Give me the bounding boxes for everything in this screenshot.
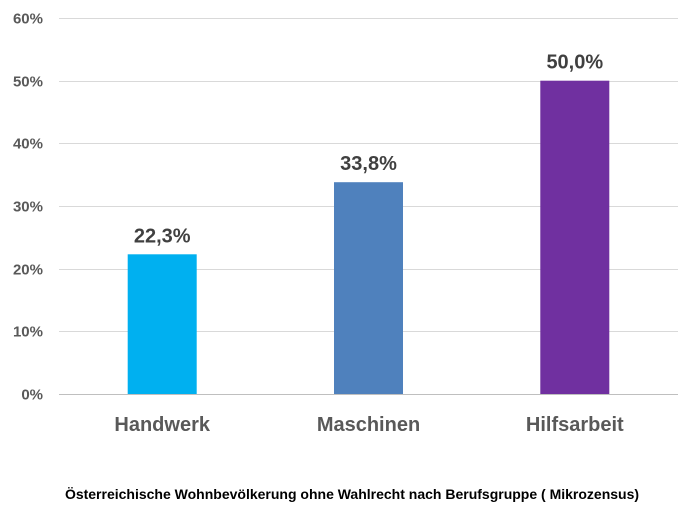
x-category-label: Handwerk	[114, 414, 210, 436]
data-label-maschinen: 33,8%	[340, 153, 397, 175]
x-axis-categories: Handwerk Maschinen Hilfsarbeit	[114, 414, 624, 436]
y-axis-ticks: 0% 10% 20% 30% 40% 50% 60%	[13, 11, 43, 404]
y-tick-label: 30%	[13, 199, 43, 216]
bar-hilfsarbeit	[540, 80, 610, 394]
y-tick-label: 40%	[13, 136, 43, 153]
y-tick-label: 50%	[13, 74, 43, 91]
y-tick-label: 10%	[13, 324, 43, 341]
bar-handwerk	[127, 254, 197, 394]
bars	[127, 80, 610, 394]
data-labels: 22,3% 33,8% 50,0%	[134, 52, 604, 248]
x-category-label: Hilfsarbeit	[526, 414, 624, 436]
y-tick-label: 0%	[21, 387, 43, 404]
data-label-handwerk: 22,3%	[134, 225, 191, 247]
y-tick-label: 20%	[13, 262, 43, 279]
chart-title: Österreichische Wohnbevölkerung ohne Wah…	[65, 486, 639, 502]
y-tick-label: 60%	[13, 11, 43, 28]
bar-maschinen	[334, 182, 403, 394]
data-label-hilfsarbeit: 50,0%	[546, 52, 603, 74]
x-category-label: Maschinen	[317, 414, 420, 436]
